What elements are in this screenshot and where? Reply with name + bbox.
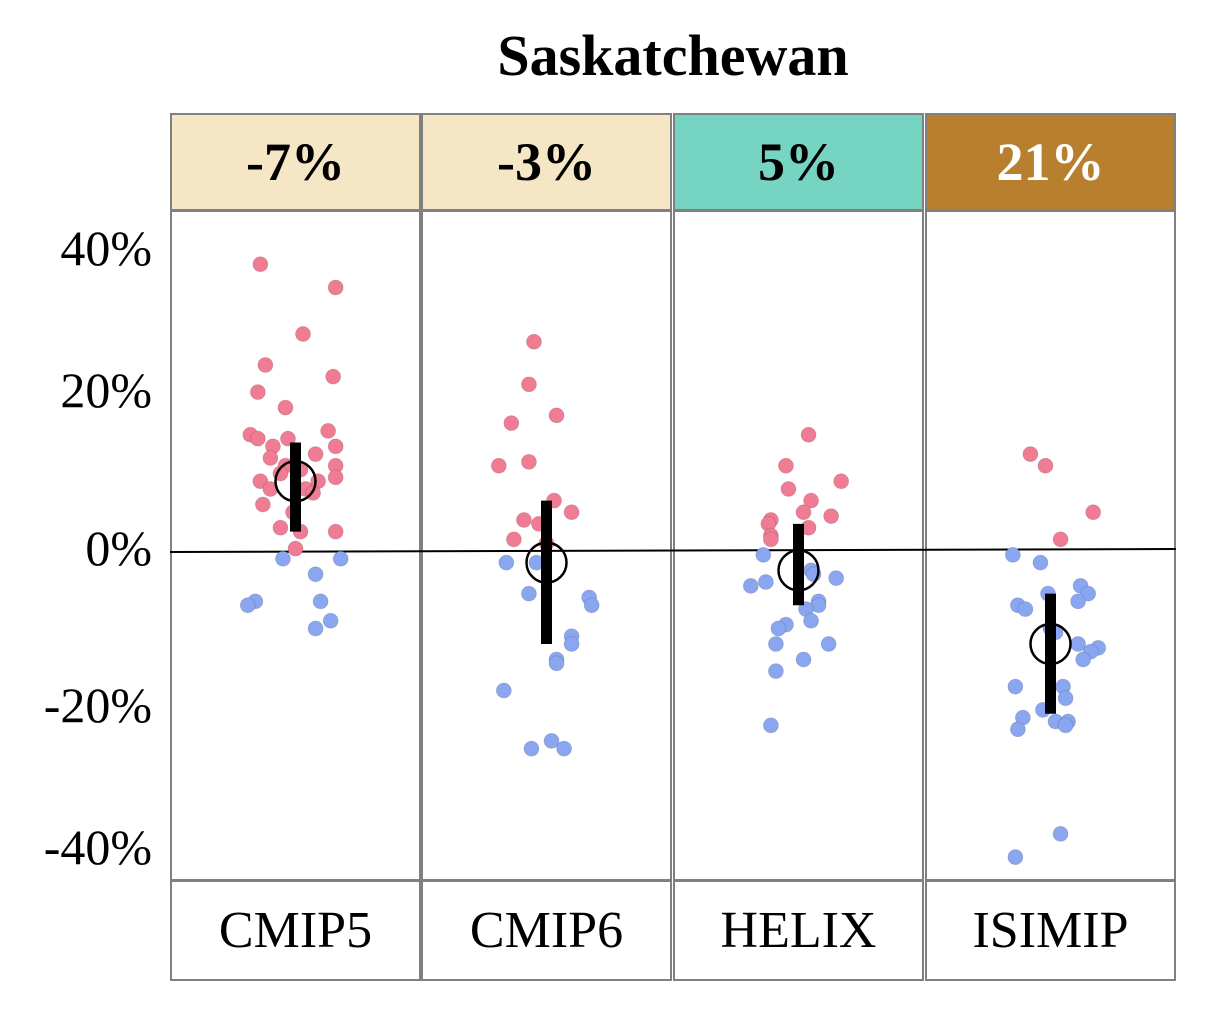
- data-point-helix-27: [768, 663, 784, 680]
- data-point-cmip6-3: [548, 407, 565, 424]
- data-point-cmip6-5: [521, 453, 537, 470]
- data-point-cmip6-21: [495, 682, 512, 699]
- data-point-cmip6-18: [563, 636, 580, 652]
- data-point-cmip6-10: [505, 531, 522, 548]
- data-point-cmip5-38: [307, 620, 324, 637]
- data-point-isimip-0: [1022, 446, 1039, 463]
- data-point-isimip-17: [1075, 651, 1092, 668]
- label-helix: HELIX: [673, 880, 924, 981]
- panel-frame-isimip: [925, 210, 1176, 881]
- data-point-isimip-11: [1017, 601, 1034, 618]
- data-point-cmip5-13: [307, 446, 324, 463]
- data-point-helix-24: [768, 636, 784, 652]
- data-point-cmip5-8: [249, 430, 266, 447]
- header-helix: 5%: [673, 113, 924, 211]
- data-point-isimip-28: [1007, 849, 1024, 866]
- data-point-cmip6-24: [556, 740, 572, 757]
- data-point-isimip-18: [1007, 678, 1024, 695]
- data-point-cmip5-19: [327, 469, 344, 486]
- mean-marker-cmip5: [274, 460, 317, 503]
- data-point-isimip-26: [1057, 717, 1074, 734]
- data-point-cmip6-7: [563, 504, 580, 521]
- data-point-cmip5-31: [275, 550, 291, 567]
- data-point-cmip5-5: [325, 368, 342, 385]
- label-cmip6: CMIP6: [421, 880, 672, 981]
- y-tick-label-40: 40%: [60, 220, 152, 276]
- data-point-cmip5-4: [249, 384, 266, 401]
- data-point-cmip6-22: [523, 740, 540, 757]
- data-point-cmip5-36: [312, 593, 329, 610]
- data-point-helix-21: [803, 612, 819, 629]
- label-isimip: ISIMIP: [925, 880, 1176, 981]
- data-point-cmip5-32: [307, 566, 324, 583]
- y-tick-label-20: 20%: [60, 362, 152, 418]
- data-point-cmip5-25: [254, 496, 271, 513]
- data-point-cmip5-6: [277, 399, 294, 416]
- data-point-isimip-25: [1009, 721, 1026, 738]
- data-point-cmip5-14: [262, 450, 279, 466]
- data-point-cmip6-12: [498, 554, 515, 571]
- data-point-helix-5: [795, 504, 812, 521]
- data-point-isimip-4: [1004, 546, 1021, 563]
- data-point-helix-6: [823, 508, 840, 525]
- mean-marker-cmip6: [525, 541, 568, 584]
- mean-marker-isimip: [1029, 622, 1072, 666]
- data-point-cmip6-4: [490, 457, 507, 474]
- data-point-helix-25: [820, 636, 837, 652]
- data-point-isimip-27: [1052, 825, 1069, 842]
- mean-marker-helix: [777, 549, 820, 592]
- data-point-cmip6-14: [521, 585, 537, 602]
- data-point-helix-0: [800, 426, 817, 443]
- data-point-helix-23: [770, 620, 787, 637]
- data-point-isimip-2: [1085, 504, 1102, 521]
- data-point-cmip5-9: [280, 430, 296, 447]
- data-point-cmip6-16: [583, 597, 600, 614]
- data-point-cmip5-29: [327, 523, 344, 540]
- label-cmip5: CMIP5: [170, 880, 421, 981]
- data-point-cmip6-2: [503, 415, 520, 432]
- data-point-helix-12: [755, 546, 772, 563]
- data-point-cmip5-1: [327, 279, 344, 296]
- data-point-helix-2: [833, 473, 850, 490]
- data-point-cmip6-1: [521, 376, 537, 393]
- data-point-cmip6-23: [543, 732, 560, 749]
- data-point-cmip5-2: [295, 326, 311, 342]
- data-point-helix-17: [742, 577, 759, 594]
- data-point-isimip-1: [1037, 457, 1054, 474]
- data-point-isimip-5: [1032, 554, 1049, 571]
- data-point-isimip-3: [1052, 531, 1069, 548]
- data-point-helix-3: [780, 481, 797, 497]
- data-point-isimip-9: [1070, 593, 1087, 610]
- data-point-cmip5-30: [287, 540, 304, 557]
- y-tick-label-minus-40: -40%: [43, 819, 152, 875]
- data-point-cmip5-12: [327, 438, 344, 455]
- y-tick-label-minus-20: -20%: [43, 677, 152, 733]
- data-point-helix-15: [828, 570, 845, 587]
- data-point-helix-1: [778, 457, 794, 474]
- chart-title: Saskatchewan: [497, 23, 849, 88]
- data-point-cmip5-0: [252, 256, 269, 273]
- data-point-helix-16: [757, 574, 774, 590]
- header-cmip5: -7%: [170, 113, 421, 211]
- data-point-helix-26: [795, 651, 812, 668]
- header-cmip6: -3%: [421, 113, 672, 211]
- data-point-cmip5-11: [320, 422, 337, 439]
- data-point-cmip5-33: [332, 550, 349, 567]
- data-point-helix-4: [803, 492, 819, 509]
- data-point-cmip5-27: [272, 519, 289, 536]
- data-point-cmip6-8: [516, 512, 532, 528]
- data-point-cmip5-3: [257, 357, 274, 373]
- data-point-helix-11: [762, 531, 779, 548]
- data-point-cmip6-0: [526, 333, 542, 350]
- data-point-isimip-20: [1057, 690, 1074, 707]
- data-point-helix-28: [762, 717, 779, 734]
- data-point-cmip5-37: [322, 612, 339, 629]
- data-point-cmip5-35: [239, 597, 256, 614]
- data-point-cmip6-20: [548, 655, 565, 672]
- y-tick-label-0: 0%: [85, 520, 152, 576]
